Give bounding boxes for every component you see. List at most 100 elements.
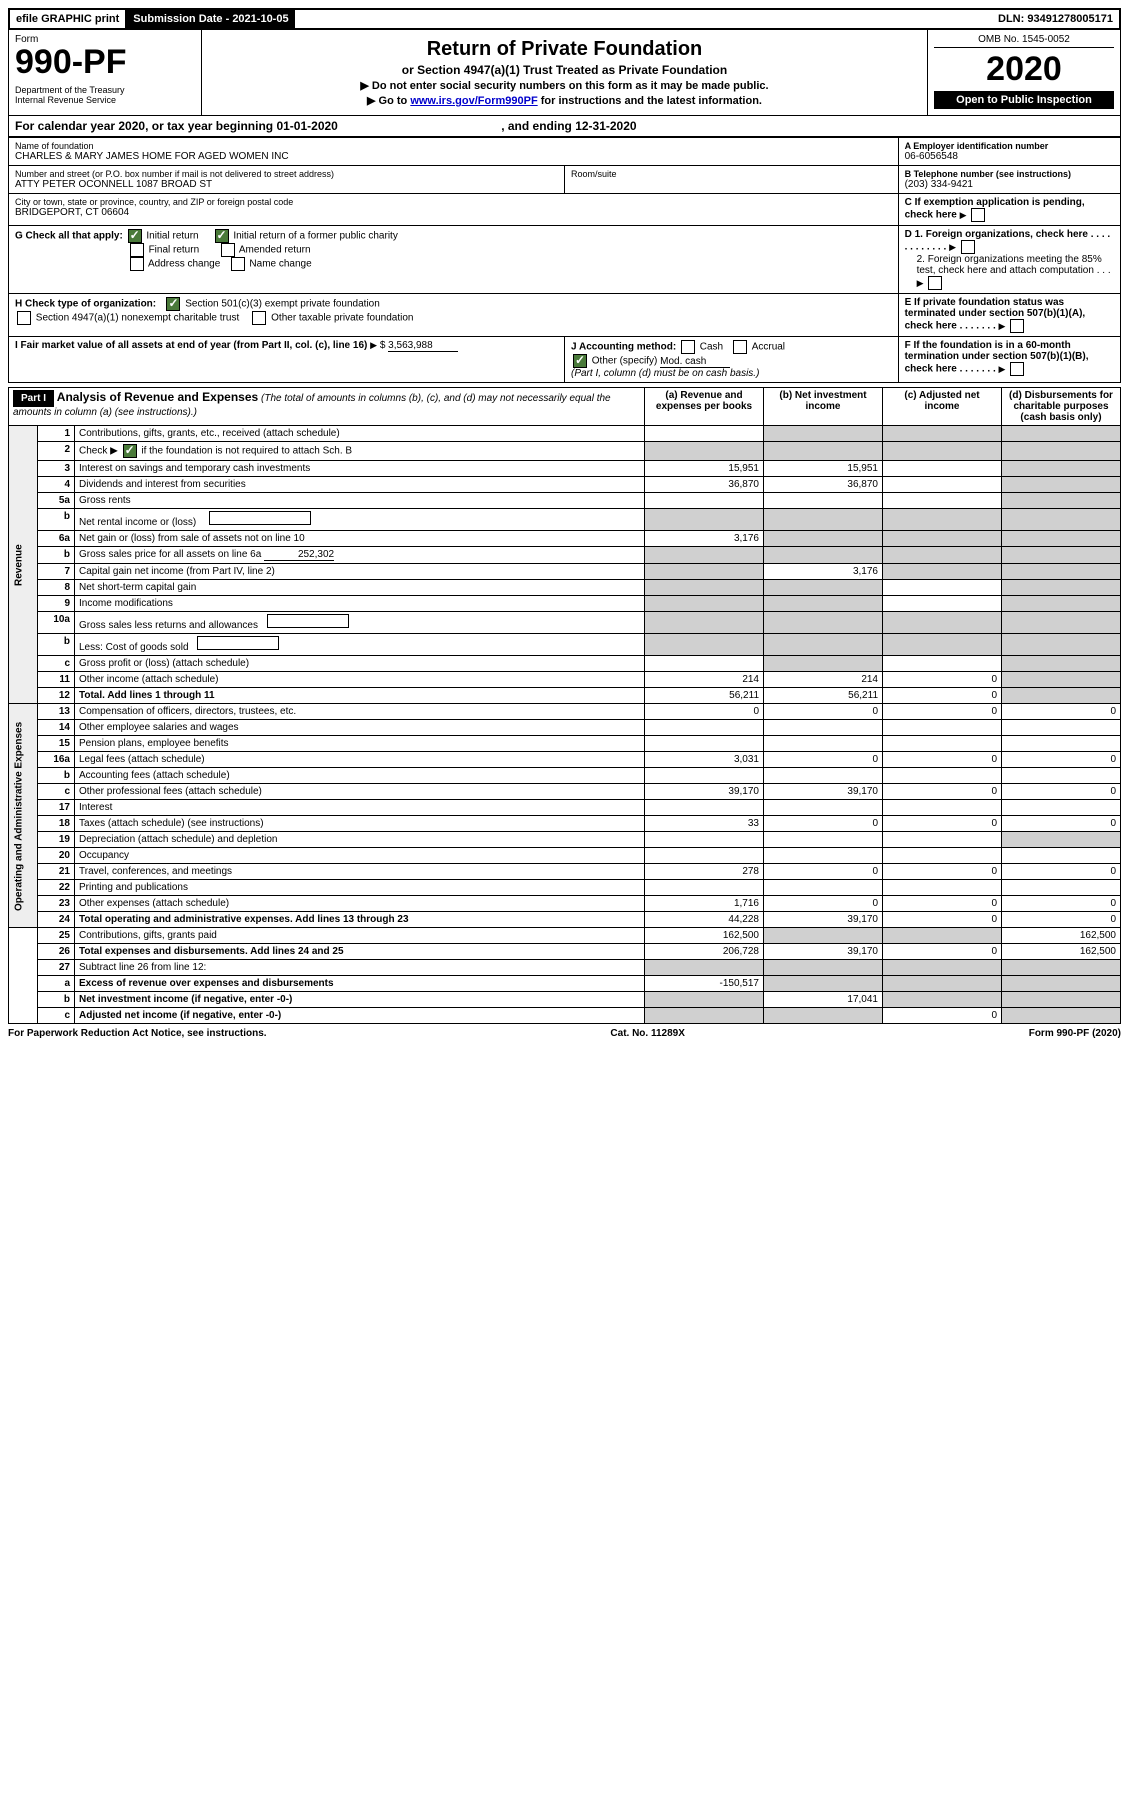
row-desc: Gross sales less returns and allowances [75,612,645,634]
lineno: 10a [38,612,75,634]
schb-checkbox[interactable] [123,444,137,458]
part1-label: Part I [13,390,54,407]
lineno: 26 [38,944,75,960]
f-checkbox[interactable] [1010,362,1024,376]
note-link: ▶ Go to www.irs.gov/Form990PF for instru… [212,94,917,107]
city-label: City or town, state or province, country… [15,197,892,207]
c-checkbox[interactable] [971,208,985,222]
lineno: 12 [38,688,75,704]
header-left: Form 990-PF Department of the Treasury I… [9,30,202,115]
col-d: (d) Disbursements for charitable purpose… [1002,388,1121,426]
amt: 0 [764,704,883,720]
lineno: a [38,976,75,992]
col-c: (c) Adjusted net income [883,388,1002,426]
row-desc: Other professional fees (attach schedule… [75,784,645,800]
row-desc: Interest on savings and temporary cash i… [75,461,645,477]
row-desc: Other income (attach schedule) [75,672,645,688]
row-desc: Excess of revenue over expenses and disb… [75,976,645,992]
h-501c3-checkbox[interactable] [166,297,180,311]
amt: 0 [764,816,883,832]
note2-pre: ▶ Go to [367,95,410,107]
j-other-checkbox[interactable] [573,354,587,368]
e-checkbox[interactable] [1010,319,1024,333]
f-label: F If the foundation is in a 60-month ter… [905,340,1089,375]
row-desc: Taxes (attach schedule) (see instruction… [75,816,645,832]
h-4947-checkbox[interactable] [17,311,31,325]
lineno: b [38,547,75,564]
lineno: 24 [38,912,75,928]
dln: DLN: 93491278005171 [992,10,1119,28]
amt: 0 [764,896,883,912]
lineno: 16a [38,752,75,768]
amt: 162,500 [1002,944,1121,960]
amt: 56,211 [764,688,883,704]
lineno: b [38,509,75,531]
row-desc: Adjusted net income (if negative, enter … [75,1008,645,1024]
g-name-checkbox[interactable] [231,257,245,271]
lineno: 7 [38,564,75,580]
lineno: 19 [38,832,75,848]
g-label: G Check all that apply: [15,231,123,242]
row-desc: Interest [75,800,645,816]
j-accrual-checkbox[interactable] [733,340,747,354]
header-mid: Return of Private Foundation or Section … [202,30,927,115]
row-desc: Contributions, gifts, grants, etc., rece… [75,426,645,442]
entity-table: Name of foundation CHARLES & MARY JAMES … [8,137,1121,383]
amt: 162,500 [645,928,764,944]
amt: 17,041 [764,992,883,1008]
j-cash-checkbox[interactable] [681,340,695,354]
lineno: 5a [38,493,75,509]
row-desc: Accounting fees (attach schedule) [75,768,645,784]
g-addr-checkbox[interactable] [130,257,144,271]
g-final-checkbox[interactable] [130,243,144,257]
amt: 39,170 [764,912,883,928]
lineno: b [38,992,75,1008]
arrow-icon [999,321,1006,332]
row-desc: Gross profit or (loss) (attach schedule) [75,656,645,672]
amt: 0 [883,896,1002,912]
col-b: (b) Net investment income [764,388,883,426]
foundation-name: CHARLES & MARY JAMES HOME FOR AGED WOMEN… [15,151,892,162]
h-501c3: Section 501(c)(3) exempt private foundat… [185,299,380,310]
lineno: 9 [38,596,75,612]
g-amended-checkbox[interactable] [221,243,235,257]
form-title: Return of Private Foundation [212,38,917,61]
g-initial-checkbox[interactable] [128,229,142,243]
lineno: 1 [38,426,75,442]
g-initial-former-checkbox[interactable] [215,229,229,243]
amt: 0 [764,864,883,880]
amt: 15,951 [645,461,764,477]
footer-mid: Cat. No. 11289X [610,1028,684,1039]
h-other-tax-checkbox[interactable] [252,311,266,325]
row-desc: Income modifications [75,596,645,612]
j-accrual: Accrual [752,342,785,353]
amt: 0 [1002,704,1121,720]
j-other: Other (specify) [592,356,658,367]
c-label: C If exemption application is pending, c… [905,197,1085,221]
ein-value: 06-6056548 [905,151,1114,162]
d2-checkbox[interactable] [928,276,942,290]
lineno: 15 [38,736,75,752]
lineno: 27 [38,960,75,976]
amt: 1,716 [645,896,764,912]
form-number: 990-PF [15,45,195,79]
section-revenue: Revenue [9,426,38,704]
lineno: 11 [38,672,75,688]
amt: 0 [883,1008,1002,1024]
j-other-val: Mod. cash [660,356,730,368]
arrow-icon [999,364,1006,375]
j-note: (Part I, column (d) must be on cash basi… [571,368,759,379]
lineno: 6a [38,531,75,547]
lineno: 20 [38,848,75,864]
lineno: 21 [38,864,75,880]
row-desc: Total expenses and disbursements. Add li… [75,944,645,960]
d1-checkbox[interactable] [961,240,975,254]
g-addr: Address change [148,259,220,270]
row-desc: Check ▶ if the foundation is not require… [75,442,645,461]
row-desc: Capital gain net income (from Part IV, l… [75,564,645,580]
e-label: E If private foundation status was termi… [905,297,1086,332]
street-address: ATTY PETER OCONNELL 1087 BROAD ST [15,179,558,190]
footer: For Paperwork Reduction Act Notice, see … [8,1028,1121,1039]
form-link[interactable]: www.irs.gov/Form990PF [410,95,537,107]
g-amended: Amended return [239,245,311,256]
